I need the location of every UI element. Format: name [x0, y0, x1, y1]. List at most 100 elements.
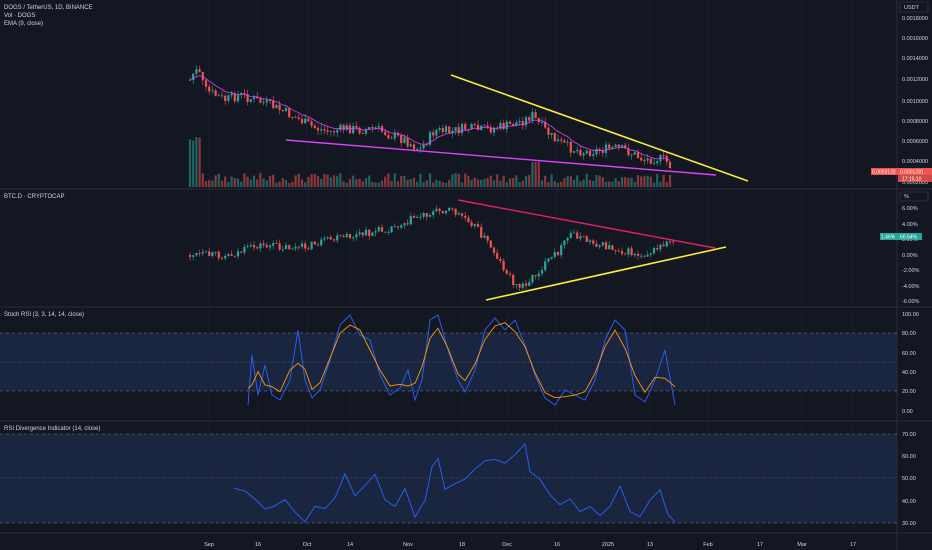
price-candle: [505, 121, 508, 130]
btcd-candle: [297, 246, 300, 248]
price-candle: [499, 122, 502, 129]
btcd-candle: [281, 249, 284, 250]
btcd-candle: [192, 255, 195, 257]
price-candle: [332, 131, 336, 133]
btcd-candle: [355, 234, 358, 238]
price-candle: [668, 161, 672, 169]
axis-tick: 0.0006000: [902, 139, 928, 145]
volume-bar: [284, 180, 288, 187]
countdown-tag: 17:15:10: [902, 177, 922, 183]
btcd-candle: [518, 284, 521, 288]
volume-bar: [320, 178, 323, 187]
price-candle: [451, 130, 454, 134]
volume-bar: [435, 179, 438, 187]
btcd-candle: [201, 251, 204, 254]
volume-bar: [512, 178, 515, 187]
price-candle: [265, 100, 268, 103]
btcd-candle: [217, 251, 220, 259]
volume-bar: [230, 176, 233, 187]
btcd-candle: [208, 251, 211, 256]
btcd-candle: [598, 245, 601, 247]
price-candle: [614, 144, 617, 147]
lower-trendline-price[interactable]: [285, 139, 717, 176]
volume-bar: [297, 173, 300, 187]
volume-bar: [553, 181, 556, 187]
percent-badge[interactable]: [899, 191, 929, 202]
lower-trendline-btcd[interactable]: [485, 246, 727, 301]
btcd-panel[interactable]: [0, 190, 897, 306]
volume-bar: [422, 182, 425, 187]
volume-bar: [265, 180, 268, 187]
axis-tick: 50.00: [902, 476, 916, 482]
btcd-candle: [512, 274, 515, 286]
volume-bar: [508, 178, 512, 187]
btcd-candle: [592, 240, 595, 244]
volume-bar: [406, 179, 409, 187]
axis-tick: 4.00%: [902, 222, 918, 228]
axis-tick: 6.00%: [902, 206, 918, 212]
btcd-candle: [515, 284, 518, 286]
price-candle: [348, 125, 352, 134]
volume-bar: [188, 139, 192, 187]
price-candle: [390, 138, 393, 139]
volume-bar: [582, 179, 585, 187]
btcd-candle: [294, 246, 297, 249]
price-candle: [403, 137, 406, 143]
price-candle: [598, 148, 601, 151]
price-candle: [592, 154, 595, 156]
price-candle: [220, 95, 224, 97]
price-candle: [544, 122, 547, 128]
btcd-candle: [320, 239, 323, 246]
volume-bar: [396, 181, 400, 187]
btcd-candle: [544, 261, 547, 271]
price-candle: [374, 127, 377, 129]
price-candle: [294, 117, 297, 118]
volume-bar: [249, 179, 252, 187]
price-candle: [448, 126, 451, 134]
price-candle: [275, 104, 278, 109]
btcd-candle: [284, 245, 288, 250]
price-candle: [355, 125, 358, 128]
price-candle: [476, 124, 480, 131]
volume-bar: [380, 180, 384, 187]
axis-tick: -2.00%: [902, 268, 920, 274]
volume-bar: [217, 173, 220, 187]
btcd-candle: [496, 252, 499, 259]
volume-bar: [528, 175, 531, 187]
axis-tick: 0.0016000: [902, 36, 928, 42]
price-candle: [547, 127, 550, 135]
price-candle: [268, 100, 272, 101]
volume-bar: [556, 182, 560, 187]
price-candle: [649, 158, 652, 164]
time-label: 14: [347, 542, 353, 548]
price-candle: [316, 128, 320, 131]
price-candle: [528, 117, 531, 121]
btcd-candle: [336, 235, 339, 241]
upper-trendline-price[interactable]: [450, 74, 749, 182]
upper-trendline-btcd[interactable]: [457, 199, 716, 249]
volume-bar: [502, 175, 505, 187]
volume-bar: [364, 177, 368, 187]
btcd-value-tag: 60.54%: [900, 235, 918, 241]
currency-badge[interactable]: [899, 1, 929, 13]
volume-bar: [275, 182, 278, 187]
price-candle: [310, 121, 313, 126]
btcd-candle: [361, 232, 364, 236]
btcd-candle: [566, 238, 569, 241]
price-candle: [534, 112, 537, 118]
axis-tick: -4.00%: [902, 284, 920, 290]
volume-bar: [620, 177, 624, 187]
btcd-candle: [486, 235, 489, 241]
volume-bar: [368, 175, 371, 187]
volume-bar: [326, 174, 329, 187]
volume-bar: [195, 137, 198, 187]
price-candle: [569, 142, 572, 153]
price-candle: [643, 160, 646, 162]
price-panel[interactable]: [0, 0, 897, 188]
volume-bar: [544, 175, 547, 187]
volume-bar: [476, 179, 480, 187]
price-candle: [502, 122, 505, 130]
volume-bar: [451, 174, 454, 187]
price-candle: [192, 73, 195, 80]
